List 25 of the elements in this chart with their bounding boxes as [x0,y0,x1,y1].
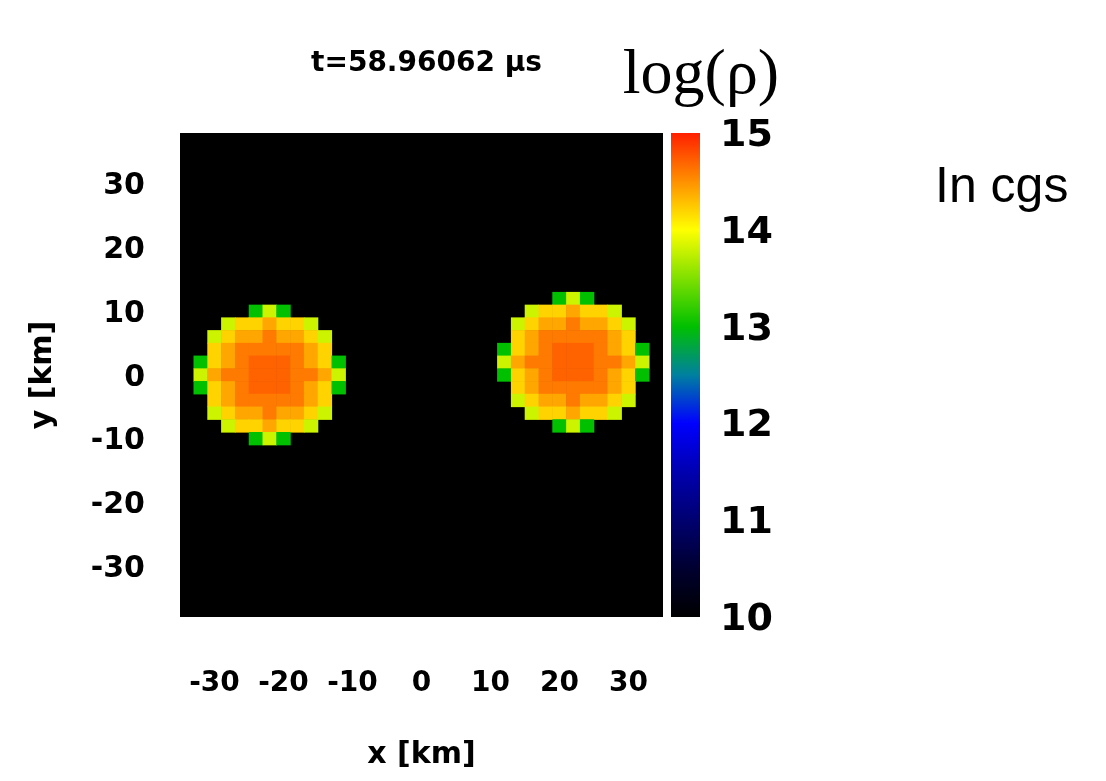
color-bar-label: 15 [720,111,773,155]
x-tick-label: -20 [258,664,309,698]
color-bar-label: 10 [720,595,773,639]
x-tick-label: -30 [189,664,240,698]
x-tick-label: 10 [471,664,510,698]
color-bar-title: log(ρ) [622,35,780,107]
color-bar-label: 12 [720,401,773,446]
color-bar-label: 13 [720,304,773,349]
x-axis-title: x [km] [367,734,476,770]
text: In cgs [935,157,1069,213]
y-tick-label: -30 [90,548,145,584]
y-tick-label: 20 [103,230,145,266]
x-tick-label: 0 [411,664,432,698]
chart-title: t=58.96062 µs [311,44,542,78]
y-tick-label: 30 [103,166,145,202]
color-bar-label: 14 [720,207,773,252]
y-tick-label: -10 [90,421,145,457]
x-tick-label: -10 [327,664,378,698]
y-tick-label: -20 [90,484,145,520]
x-tick-label: 20 [540,664,579,698]
x-tick-label: 30 [609,664,648,698]
y-tick-label: 10 [103,293,145,329]
y-axis-title: y [km] [22,320,58,430]
y-tick-label: 0 [124,357,145,393]
color-bar-label: 11 [720,498,773,543]
